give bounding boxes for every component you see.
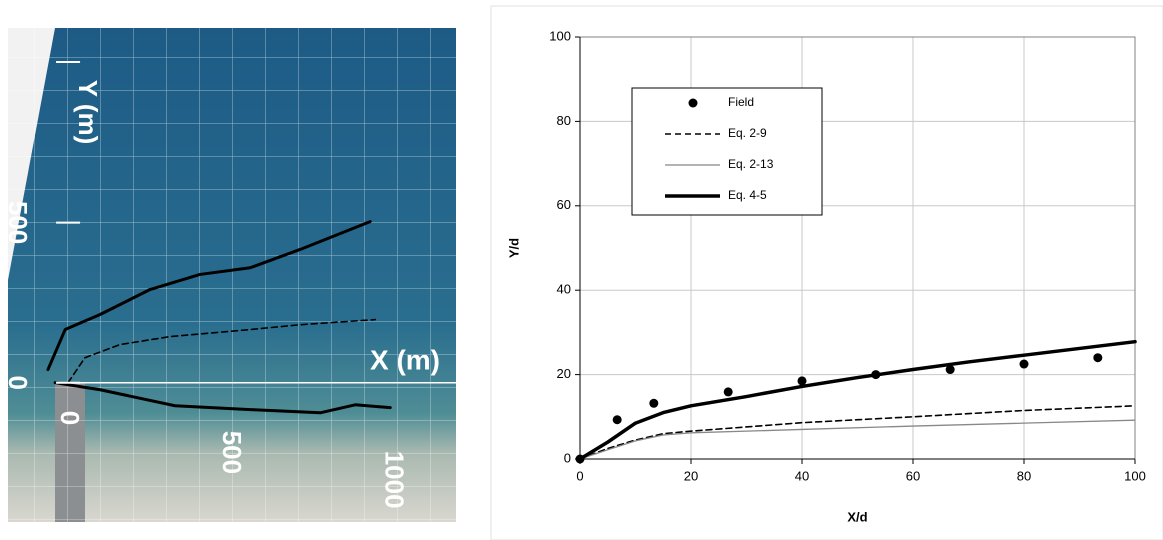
x-tick-label: 40 [795, 468, 809, 483]
data-line [579, 405, 1136, 460]
data-line [67, 318, 377, 384]
legend-label: Eq. 2-9 [728, 126, 767, 140]
y-tick-label: 0 [3, 375, 33, 389]
aerial-image [8, 28, 456, 522]
y-tick-label: 500 [3, 201, 33, 244]
x-tick-label: 100 [1124, 468, 1146, 483]
data-point [945, 365, 955, 375]
y-tick-label: 60 [557, 197, 571, 212]
chart-panel [490, 5, 1163, 540]
y-tick-label: 100 [549, 28, 571, 43]
y-axis-label: Y/d [506, 238, 521, 258]
data-point [723, 387, 733, 397]
data-point [612, 415, 622, 425]
data-line [579, 419, 1136, 460]
data-line [578, 339, 1137, 461]
legend-label: Eq. 4-5 [728, 188, 767, 202]
y-tick-label: 40 [557, 282, 571, 297]
y-tick-label: 0 [564, 450, 571, 465]
x-axis-label: X/d [847, 509, 867, 524]
x-tick-label: 0 [55, 411, 85, 425]
x-axis-label: X (m) [370, 344, 440, 375]
data-point [649, 398, 659, 408]
map-overlay: 0 500 1000 0 500 Y (m) X (m) [3, 61, 457, 509]
data-point [1019, 359, 1029, 369]
data-point [1093, 353, 1103, 363]
data-line [46, 220, 372, 372]
data-point [797, 376, 807, 386]
x-tick-label: 500 [217, 431, 247, 474]
x-tick-label: 60 [906, 468, 920, 483]
legend-box [631, 87, 823, 216]
y-axis-label: Y (m) [73, 80, 103, 145]
x-tick-label: 0 [576, 468, 583, 483]
x-tick-label: 20 [684, 468, 698, 483]
legend-marker [688, 98, 698, 108]
legend-label: Field [728, 95, 754, 109]
chart: 0 20 40 60 80 100 0 20 40 60 80 100 X/d Y/d Field Eq. 2… [506, 28, 1145, 524]
data-line [53, 381, 392, 415]
legend-label: Eq. 2-13 [728, 157, 774, 171]
x-tick-label: 1000 [379, 451, 409, 509]
y-tick-label: 80 [557, 113, 571, 128]
y-tick-label: 20 [557, 366, 571, 381]
x-tick-label: 80 [1017, 468, 1031, 483]
